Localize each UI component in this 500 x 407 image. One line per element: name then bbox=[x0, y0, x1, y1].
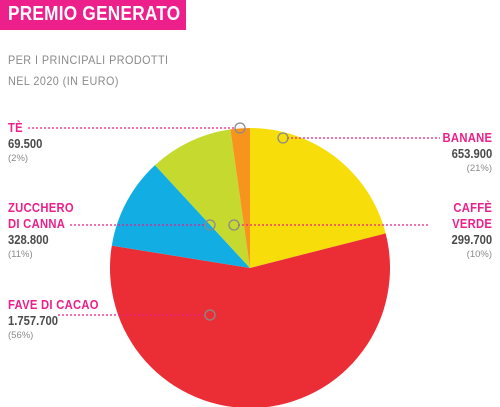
label-banane-name: BANANE bbox=[442, 131, 492, 145]
label-banane-value: 653.900 bbox=[451, 147, 492, 161]
label-zucchero: ZUCCHERO DI CANNA 328.800 (11%) bbox=[8, 200, 81, 262]
label-banane-percent: (21%) bbox=[466, 163, 492, 174]
title-banner: PREMIO GENERATO bbox=[0, 0, 186, 30]
label-te-name: TÈ bbox=[8, 121, 23, 135]
label-cacao-percent: (56%) bbox=[8, 330, 34, 341]
label-cacao-value: 1.757.700 bbox=[8, 314, 59, 328]
label-caffe-percent: (10%) bbox=[466, 249, 492, 260]
pie-slice-zucchero-di-canna bbox=[111, 165, 250, 268]
label-cacao-name: FAVE DI CACAO bbox=[8, 298, 99, 312]
label-banane: BANANE 653.900 (21%) bbox=[437, 130, 492, 176]
marker-cacao bbox=[204, 309, 216, 321]
subtitle-line-2: NEL 2020 (IN EURO) bbox=[8, 74, 119, 88]
label-caffe-value: 299.700 bbox=[451, 233, 492, 247]
marker-caffe bbox=[228, 219, 240, 231]
label-zucchero-percent: (11%) bbox=[8, 249, 33, 260]
label-zucchero-value: 328.800 bbox=[8, 233, 49, 247]
label-zucchero-name-2: DI CANNA bbox=[8, 217, 66, 231]
page-title: PREMIO GENERATO bbox=[8, 3, 181, 25]
pie-slice-caff-verde bbox=[154, 129, 250, 268]
subtitle-line-1: PER I PRINCIPALI PRODOTTI bbox=[8, 53, 169, 67]
marker-zucchero bbox=[204, 219, 216, 231]
label-caffe: CAFFÈ VERDE 299.700 (10%) bbox=[447, 200, 492, 262]
label-zucchero-name-1: ZUCCHERO bbox=[8, 201, 74, 215]
subtitle: PER I PRINCIPALI PRODOTTI NEL 2020 (IN E… bbox=[8, 50, 168, 92]
label-caffe-name-2: VERDE bbox=[451, 217, 492, 231]
marker-banane bbox=[277, 132, 289, 144]
label-te: TÈ 69.500 (2%) bbox=[8, 120, 46, 166]
pie-slice-banane bbox=[250, 128, 386, 268]
label-te-value: 69.500 bbox=[8, 137, 43, 151]
marker-te bbox=[234, 122, 246, 134]
label-cacao: FAVE DI CACAO 1.757.700 (56%) bbox=[8, 297, 109, 343]
label-caffe-name-1: CAFFÈ bbox=[453, 201, 492, 215]
label-te-percent: (2%) bbox=[8, 153, 29, 164]
pie-slice-t- bbox=[230, 128, 250, 268]
pie-slice-fave-di-cacao bbox=[110, 233, 390, 407]
